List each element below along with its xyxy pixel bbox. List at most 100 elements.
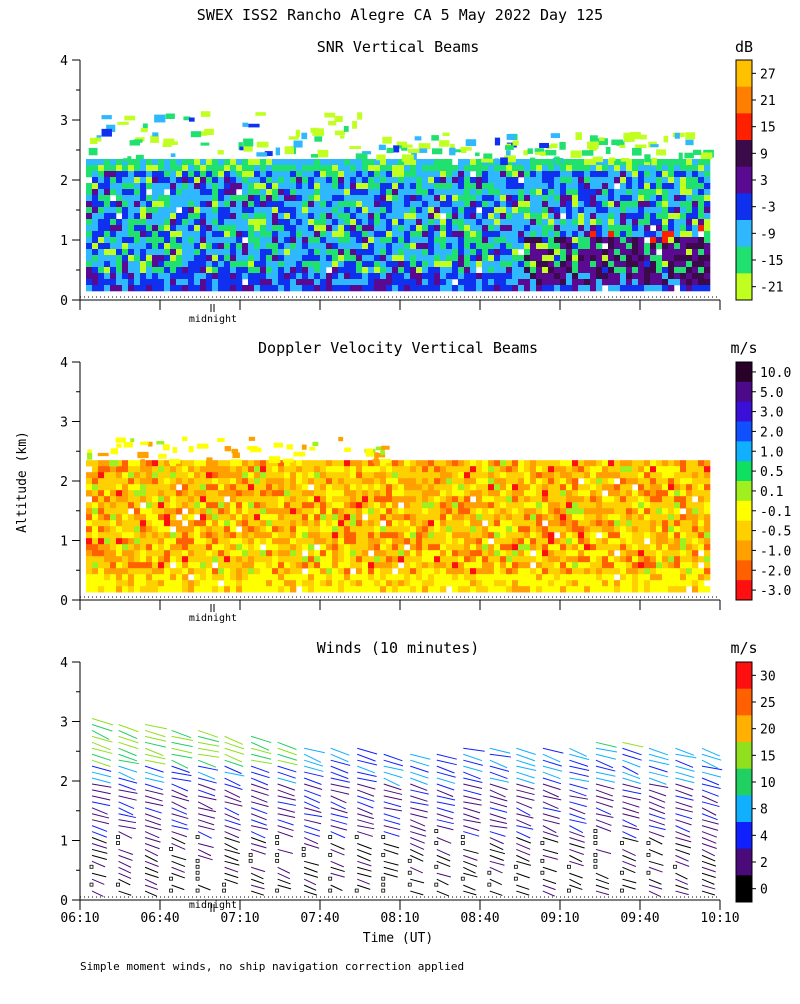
data-cell — [374, 273, 380, 279]
data-cell — [494, 285, 500, 291]
data-cell — [584, 255, 590, 261]
data-cell — [530, 285, 536, 291]
data-cell — [362, 526, 368, 532]
colorbar-label: 0.5 — [760, 465, 783, 480]
data-cell — [302, 496, 308, 502]
data-cell — [92, 273, 98, 279]
data-cell — [326, 520, 332, 526]
data-cell — [296, 171, 302, 177]
y-tick-label: 2 — [60, 475, 68, 490]
data-cell — [362, 508, 368, 514]
data-cell — [356, 526, 362, 532]
data-cell — [164, 580, 170, 586]
data-cell — [428, 213, 434, 219]
wind-barb — [119, 832, 133, 839]
data-cell — [284, 580, 290, 586]
data-cell — [572, 261, 578, 267]
data-cell — [374, 496, 380, 502]
data-cell — [374, 261, 380, 267]
figure-title: SWEX ISS2 Rancho Alegre CA 5 May 2022 Da… — [197, 6, 603, 24]
data-cell — [182, 219, 188, 225]
data-cell — [284, 213, 290, 219]
data-cell — [194, 550, 200, 556]
data-cell — [296, 207, 302, 213]
data-cell — [662, 243, 668, 249]
data-cell — [422, 580, 428, 586]
data-cell — [260, 213, 266, 219]
data-cell — [326, 526, 332, 532]
data-cell — [698, 189, 704, 195]
data-cell — [260, 580, 266, 586]
doppler-colorbar: 10.05.03.02.01.00.50.1-0.1-0.5-1.0-2.0-3… — [736, 362, 791, 601]
data-cell — [338, 574, 344, 580]
data-cell — [446, 255, 452, 261]
data-cell — [554, 255, 560, 261]
data-cell — [572, 273, 578, 279]
data-cell — [584, 231, 590, 237]
data-cell — [380, 249, 386, 255]
wind-barb — [92, 796, 110, 800]
data-cell — [548, 177, 554, 183]
data-cell — [386, 562, 392, 568]
data-cell — [320, 195, 326, 201]
data-cell — [620, 484, 626, 490]
data-cell — [686, 285, 692, 291]
data-cell — [173, 447, 178, 453]
data-cell — [200, 538, 206, 544]
data-cell — [218, 159, 224, 165]
data-cell — [254, 460, 260, 466]
data-cell — [422, 243, 428, 249]
data-cell — [284, 189, 290, 195]
data-cell — [632, 532, 638, 538]
data-cell — [440, 207, 446, 213]
data-cell — [542, 490, 548, 496]
data-cell — [404, 562, 410, 568]
data-cell — [380, 261, 386, 267]
data-cell — [212, 514, 218, 520]
data-cell — [686, 249, 692, 255]
data-cell — [249, 437, 255, 441]
data-cell — [476, 526, 482, 532]
data-cell — [530, 478, 536, 484]
data-cell — [704, 466, 710, 472]
data-cell — [470, 207, 476, 213]
data-cell — [104, 231, 110, 237]
data-cell — [242, 231, 248, 237]
data-cell — [512, 532, 518, 538]
data-cell — [332, 237, 338, 243]
data-cell — [182, 237, 188, 243]
data-cell — [266, 159, 272, 165]
data-cell — [602, 508, 608, 514]
data-cell — [278, 514, 284, 520]
data-cell — [146, 556, 152, 562]
data-cell — [272, 273, 278, 279]
data-cell — [416, 508, 422, 514]
data-cell — [374, 201, 380, 207]
data-cell — [476, 460, 482, 466]
data-cell — [566, 285, 572, 291]
data-cell — [86, 183, 92, 189]
data-cell — [194, 279, 200, 285]
data-cell — [692, 273, 698, 279]
data-cell — [620, 472, 626, 478]
data-cell — [428, 514, 434, 520]
data-cell — [368, 261, 374, 267]
data-cell — [410, 514, 416, 520]
data-cell — [560, 538, 566, 544]
data-cell — [428, 189, 434, 195]
data-cell — [416, 177, 422, 183]
data-cell — [440, 460, 446, 466]
data-cell — [302, 556, 308, 562]
data-cell — [452, 225, 458, 231]
data-cell — [452, 189, 458, 195]
data-cell — [362, 237, 368, 243]
data-cell — [352, 121, 357, 129]
data-cell — [530, 225, 536, 231]
wind-barb — [225, 873, 239, 877]
data-cell — [188, 508, 194, 514]
data-cell — [680, 177, 686, 183]
data-cell — [110, 183, 116, 189]
data-cell — [356, 183, 362, 189]
data-cell — [140, 183, 146, 189]
data-cell — [494, 556, 500, 562]
